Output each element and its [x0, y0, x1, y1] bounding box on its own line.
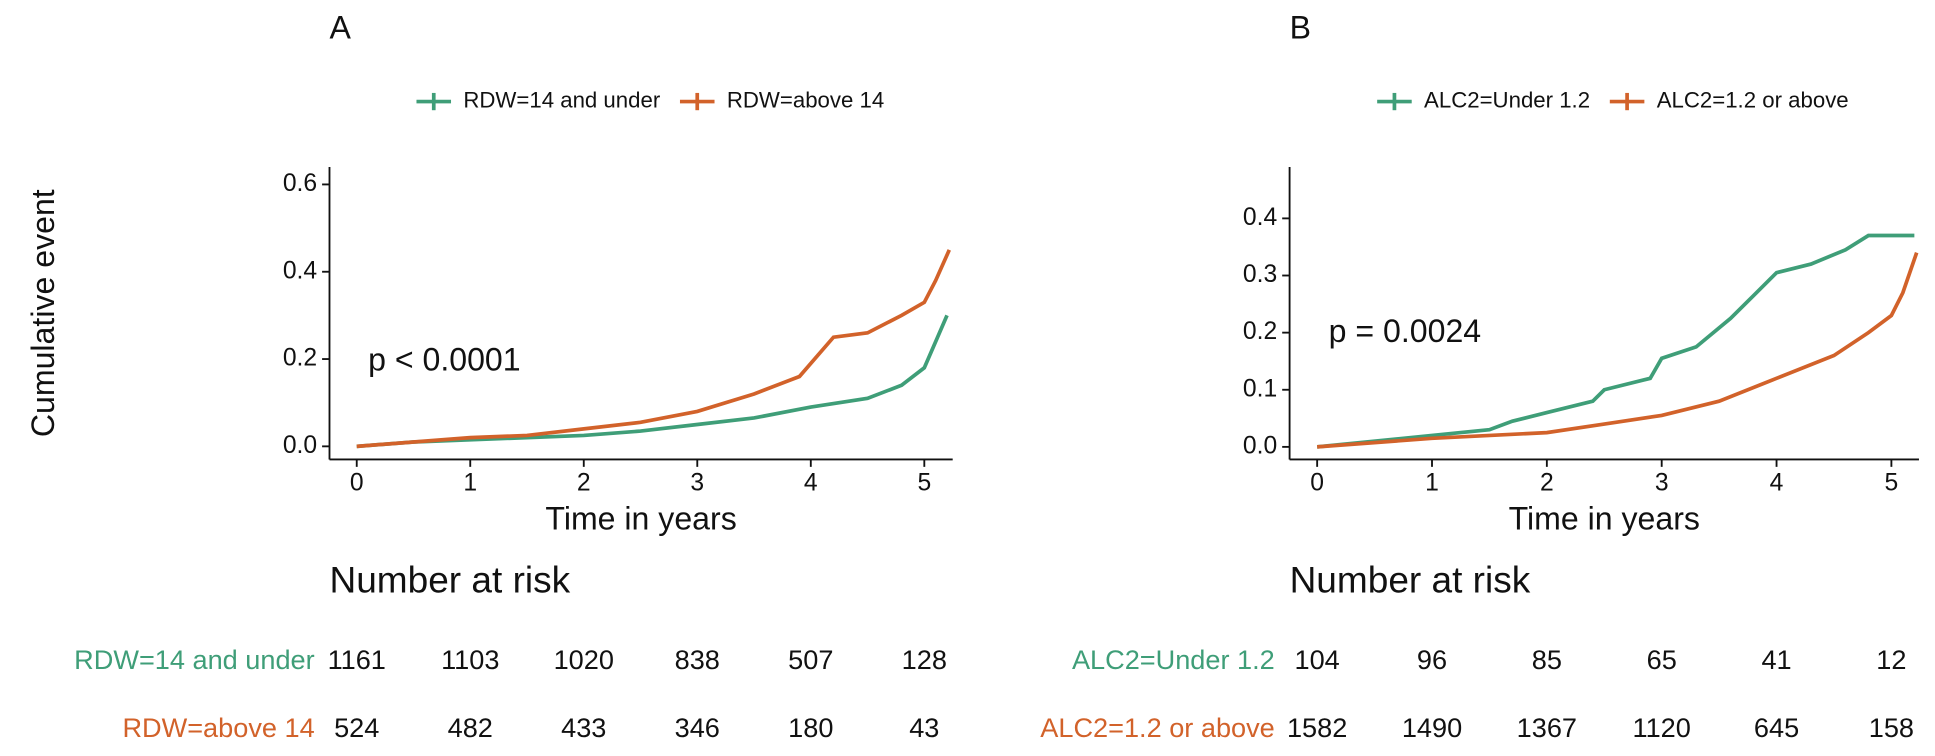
y-tick-label: 0.0: [283, 432, 317, 459]
risk-count: 41: [1761, 644, 1791, 675]
risk-table-title: Number at risk: [329, 559, 570, 601]
risk-count: 158: [1869, 712, 1914, 743]
y-tick-label: 0.1: [1243, 375, 1277, 402]
y-tick-label: 0.2: [283, 345, 317, 372]
risk-count: 1367: [1517, 712, 1577, 743]
risk-count: 1582: [1287, 712, 1347, 743]
risk-count: 1490: [1402, 712, 1462, 743]
x-tick-label: 1: [463, 470, 477, 497]
risk-count: 1120: [1633, 712, 1691, 743]
km-curve: [1317, 252, 1919, 449]
risk-count: 96: [1417, 644, 1447, 675]
risk-count: 65: [1647, 644, 1677, 675]
risk-count: 524: [334, 712, 379, 743]
risk-count: 433: [561, 712, 606, 743]
legend-label: ALC2=1.2 or above: [1657, 87, 1849, 112]
legend: ALC2=Under 1.2 ALC2=1.2 or above: [1377, 87, 1849, 112]
legend-label: RDW=14 and under: [463, 87, 660, 112]
legend-item: RDW=above 14: [679, 87, 884, 112]
risk-count: 12: [1876, 644, 1906, 675]
x-tick-label: 3: [1655, 470, 1669, 497]
x-tick-label: 5: [917, 470, 931, 497]
legend-item: RDW=14 and under: [416, 87, 661, 112]
legend-label: ALC2=Under 1.2: [1424, 87, 1590, 112]
x-axis-title: Time in years: [1509, 501, 1700, 537]
risk-count: 180: [788, 712, 833, 743]
risk-count: 645: [1754, 712, 1799, 743]
risk-row-label: RDW=above 14: [122, 712, 314, 743]
risk-count: 85: [1532, 644, 1562, 675]
x-tick-label: 0: [350, 470, 364, 497]
annotation: p < 0.0001: [368, 341, 521, 377]
x-tick-label: 3: [690, 470, 704, 497]
y-tick-label: 0.0: [1243, 432, 1277, 459]
y-axis-title: Cumulative event: [25, 189, 61, 437]
y-tick-label: 0.6: [283, 170, 317, 197]
x-tick-label: 4: [1770, 470, 1784, 497]
x-tick-label: 2: [1540, 470, 1554, 497]
risk-count: 43: [909, 712, 939, 743]
x-tick-label: 5: [1885, 470, 1899, 497]
risk-count: 1020: [554, 644, 614, 675]
legend: RDW=14 and under RDW=above 14: [416, 87, 884, 112]
km-curve: [356, 314, 949, 449]
legend-label: RDW=above 14: [727, 87, 884, 112]
risk-count: 128: [902, 644, 947, 675]
risk-count: 346: [675, 712, 720, 743]
y-tick-label: 0.3: [1243, 261, 1277, 288]
risk-table-title: Number at risk: [1290, 559, 1531, 601]
panel-label: A: [329, 9, 351, 45]
y-tick-label: 0.4: [1243, 204, 1277, 231]
legend-item: ALC2=Under 1.2: [1377, 87, 1590, 112]
km-curve: [356, 249, 951, 449]
risk-count: 1103: [441, 644, 499, 675]
annotation: p = 0.0024: [1329, 313, 1482, 349]
panel-label: B: [1290, 9, 1311, 45]
km-curve: [1316, 233, 1915, 449]
risk-count: 1161: [328, 644, 386, 675]
risk-count: 104: [1295, 644, 1340, 675]
risk-count: 482: [448, 712, 493, 743]
x-tick-label: 0: [1310, 470, 1324, 497]
x-tick-label: 4: [804, 470, 818, 497]
risk-row-label: RDW=14 and under: [74, 644, 315, 675]
y-tick-label: 0.2: [1243, 318, 1277, 345]
y-tick-label: 0.4: [283, 257, 317, 284]
x-tick-label: 1: [1425, 470, 1439, 497]
legend-item: ALC2=1.2 or above: [1609, 87, 1849, 112]
risk-row-label: ALC2=1.2 or above: [1040, 712, 1275, 743]
x-tick-label: 2: [577, 470, 591, 497]
risk-count: 838: [675, 644, 720, 675]
x-axis-title: Time in years: [545, 501, 736, 537]
risk-count: 507: [788, 644, 833, 675]
risk-row-label: ALC2=Under 1.2: [1072, 644, 1275, 675]
